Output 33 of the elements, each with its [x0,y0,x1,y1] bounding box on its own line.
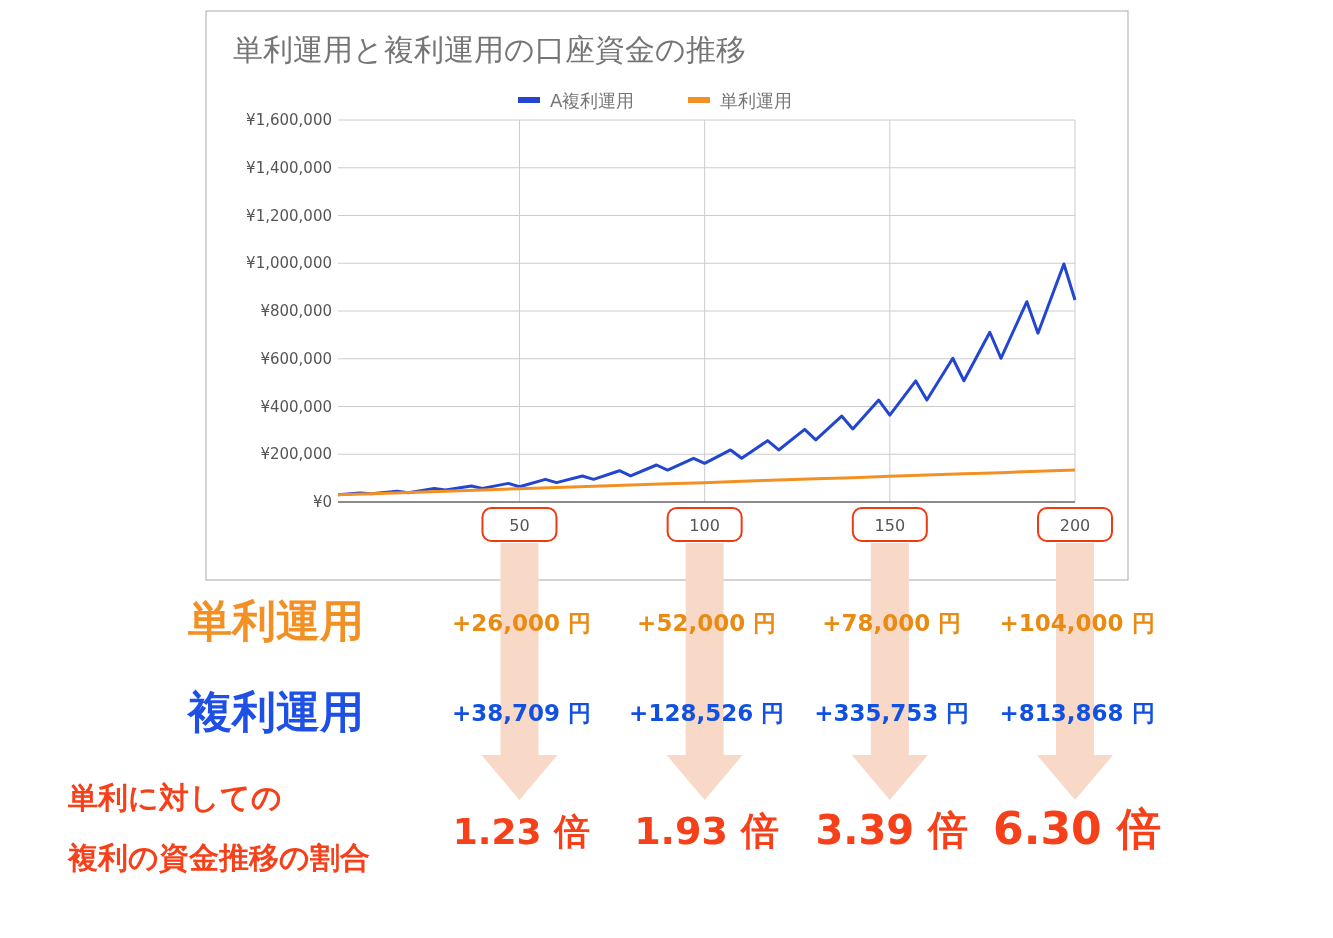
text: 複利運用 [186,686,364,737]
text: 単利に対しての [68,780,282,815]
y-tick-label: ¥0 [312,493,332,511]
y-tick-label: ¥1,600,000 [246,111,332,129]
y-tick-label: ¥800,000 [260,302,332,320]
legend-label: A複利運用 [550,90,635,111]
text: 1.93 倍 [634,809,780,853]
text: +128,526 円 [629,700,785,726]
text: +813,868 円 [999,700,1155,726]
text: 6.30 倍 [993,803,1161,854]
x-tick-label: 100 [689,516,720,535]
text: 複利の資金推移の割合 [67,840,370,875]
y-tick-label: ¥400,000 [260,397,332,416]
x-tick-label: 50 [509,516,530,535]
y-tick-label: ¥1,000,000 [246,254,332,273]
chart-title: 単利運用と複利運用の口座資金の推移 [233,32,746,67]
y-tick-label: ¥600,000 [260,349,332,368]
text: 3.39 倍 [815,807,969,853]
text: 1.23 倍 [452,811,591,852]
y-tick-label: ¥1,200,000 [246,206,332,225]
line-series [336,468,1077,497]
text: +38,709 円 [451,700,591,726]
text: +52,000 円 [637,610,777,636]
y-tick-label: ¥1,400,000 [246,158,332,177]
text: 単利運用 [188,595,364,646]
x-tick-label: 200 [1059,516,1091,535]
text: +26,000 円 [451,610,591,636]
x-tick-label: 150 [874,516,906,535]
text: +104,000 円 [999,610,1155,636]
legend-label: 単利運用 [720,90,792,111]
text: +335,753 円 [814,700,970,726]
y-tick-label: ¥200,000 [260,445,332,464]
text: +78,000 円 [822,610,962,636]
